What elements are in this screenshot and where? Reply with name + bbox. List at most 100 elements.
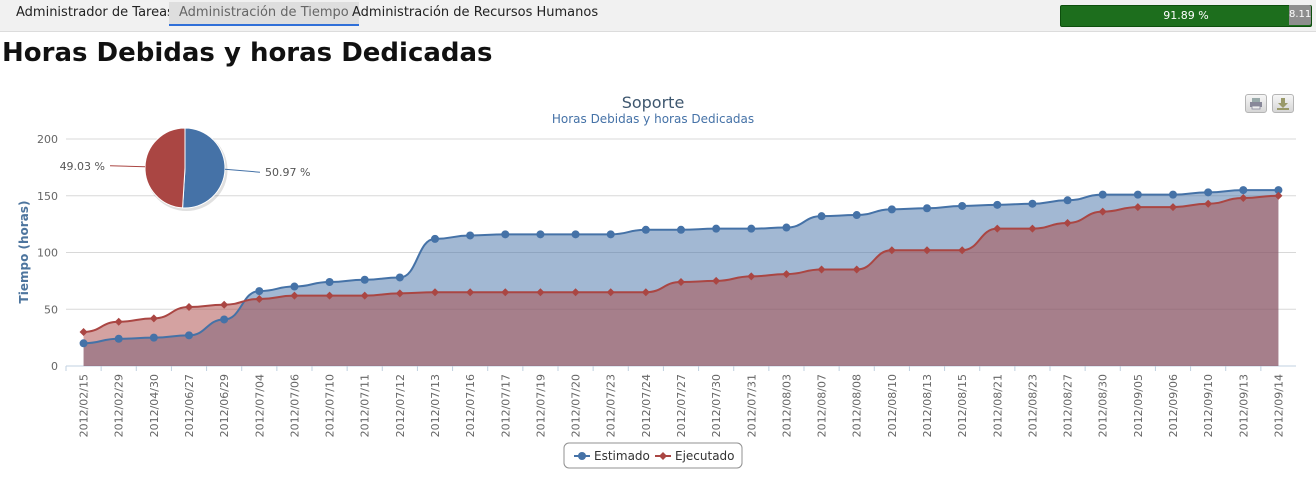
data-point-estimado[interactable] [852,211,861,220]
x-tick-label: 2012/08/08 [851,374,864,437]
data-point-ejecutado[interactable] [466,288,475,297]
data-point-estimado[interactable] [220,315,229,324]
data-point-ejecutado[interactable] [712,276,721,285]
data-point-estimado[interactable] [149,333,158,342]
data-point-ejecutado[interactable] [185,302,193,311]
legend-item-ejecutado[interactable]: Ejecutado [675,449,735,463]
data-point-ejecutado[interactable] [887,246,896,255]
pie-connector [224,168,261,173]
data-point-ejecutado[interactable] [325,291,334,300]
data-point-estimado[interactable] [290,282,299,291]
data-point-ejecutado[interactable] [1274,191,1283,200]
data-point-estimado[interactable] [360,275,369,284]
pie-slice[interactable] [182,127,226,209]
data-point-estimado[interactable] [923,204,931,213]
data-point-ejecutado[interactable] [536,288,545,297]
x-tick-label: 2012/09/05 [1132,374,1145,437]
data-point-estimado[interactable] [747,224,756,233]
progress-remaining: 8.11 [1289,5,1311,25]
tab-administracion-de-tiempo[interactable]: Administración de Tiempo [169,2,359,26]
data-point-estimado[interactable] [641,225,650,234]
series-area-ejecutado [83,195,1279,366]
data-point-estimado[interactable] [993,200,1002,209]
data-point-estimado[interactable] [606,230,615,239]
data-point-ejecutado[interactable] [923,246,931,255]
data-point-ejecutado[interactable] [571,288,580,297]
x-tick-label: 2012/07/04 [253,374,266,437]
data-point-estimado[interactable] [571,230,580,239]
tab-administrador-de-tareas[interactable]: Administrador de Tareas [16,5,174,20]
data-point-estimado[interactable] [782,223,791,232]
x-tick-label: 2012/08/13 [921,374,934,437]
data-point-ejecutado[interactable] [114,317,123,326]
x-tick-label: 2012/07/30 [710,374,723,437]
data-point-ejecutado[interactable] [290,291,299,300]
data-point-estimado[interactable] [817,212,826,221]
data-point-estimado[interactable] [1169,190,1177,199]
data-point-ejecutado[interactable] [1239,194,1248,203]
data-point-estimado[interactable] [466,231,475,240]
data-point-ejecutado[interactable] [1133,203,1142,212]
pie-chart: 50.97 % 49.03 % [60,127,310,211]
data-point-estimado[interactable] [325,278,334,287]
download-icon [1277,98,1289,110]
data-point-estimado[interactable] [958,201,967,210]
data-point-ejecutado[interactable] [1028,224,1037,233]
data-point-ejecutado[interactable] [1098,207,1107,216]
x-tick-label: 2012/07/16 [464,374,477,437]
data-point-ejecutado[interactable] [149,314,158,323]
data-point-ejecutado[interactable] [641,288,650,297]
data-point-ejecutado[interactable] [852,265,861,274]
data-point-ejecutado[interactable] [360,291,369,300]
data-point-ejecutado[interactable] [1204,199,1213,208]
data-point-ejecutado[interactable] [431,288,439,297]
download-button[interactable] [1272,94,1294,113]
data-point-estimado[interactable] [431,234,439,243]
data-point-estimado[interactable] [712,224,721,233]
print-button[interactable] [1245,94,1267,113]
x-tick-label: 2012/07/17 [499,374,512,437]
data-point-ejecutado[interactable] [747,272,756,281]
chart-subtitle: Horas Debidas y horas Dedicadas [551,112,755,126]
data-point-estimado[interactable] [1098,190,1107,199]
tab-administracion-de-recursos-humanos[interactable]: Administración de Recursos Humanos [352,5,599,20]
data-point-ejecutado[interactable] [1063,218,1072,227]
pie-connector [110,165,146,168]
data-point-ejecutado[interactable] [677,278,685,287]
data-point-estimado[interactable] [677,225,685,234]
data-point-ejecutado[interactable] [606,288,615,297]
data-point-ejecutado[interactable] [501,288,510,297]
data-point-ejecutado[interactable] [79,327,88,336]
data-point-estimado[interactable] [536,230,545,239]
x-tick-label: 2012/08/07 [816,374,829,437]
x-tick-label: 2012/02/15 [78,374,91,437]
data-point-estimado[interactable] [887,205,896,214]
data-point-ejecutado[interactable] [1169,203,1177,212]
x-tick-label: 2012/09/13 [1237,374,1250,437]
data-point-estimado[interactable] [1133,190,1142,199]
data-point-estimado[interactable] [501,230,510,239]
data-point-estimado[interactable] [1028,199,1037,208]
data-point-estimado[interactable] [395,273,404,282]
data-point-estimado[interactable] [1204,188,1213,197]
data-point-estimado[interactable] [255,287,264,296]
data-point-estimado[interactable] [114,334,123,343]
x-tick-label: 2012/08/30 [1097,374,1110,437]
data-point-estimado[interactable] [1274,186,1283,195]
x-tick-label: 2012/07/27 [675,374,688,437]
data-point-estimado[interactable] [1239,186,1248,195]
data-point-ejecutado[interactable] [993,224,1002,233]
data-point-estimado[interactable] [79,339,88,348]
data-point-estimado[interactable] [185,331,193,340]
data-point-ejecutado[interactable] [255,295,264,304]
data-point-ejecutado[interactable] [220,300,229,309]
data-point-ejecutado[interactable] [782,270,791,279]
legend-item-estimado[interactable]: Estimado [594,449,650,463]
data-point-ejecutado[interactable] [817,265,826,274]
x-tick-label: 2012/09/14 [1272,374,1285,437]
y-axis-ticks: 0 50 100 150 200 [37,133,58,373]
data-point-ejecutado[interactable] [395,289,404,298]
data-point-ejecutado[interactable] [958,246,967,255]
data-point-estimado[interactable] [1063,196,1072,205]
y-tick-label: 150 [37,190,58,203]
